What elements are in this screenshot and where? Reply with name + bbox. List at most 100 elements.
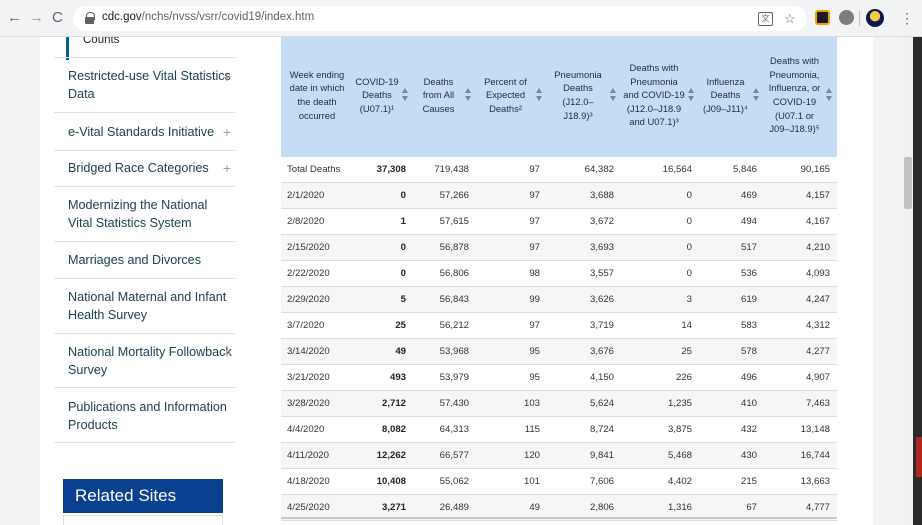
table-cell: 4,312 — [764, 312, 837, 340]
table-cell: 4,402 — [621, 468, 699, 495]
sort-icon[interactable] — [688, 88, 695, 102]
column-header-influenza[interactable]: Influenza Deaths (J09–J11)⁴ — [699, 37, 764, 157]
table-cell: 3,875 — [621, 416, 699, 443]
table-cell: 494 — [699, 208, 764, 236]
table-cell: 57,430 — [413, 390, 476, 417]
table-cell: 4/18/2020 — [281, 468, 353, 495]
sidebar-item-publications[interactable]: Publications and Information Products — [54, 387, 235, 443]
browser-toolbar: ← → C cdc.gov/nchs/nvss/vsrr/covid19/ind… — [0, 0, 922, 37]
kebab-menu-icon[interactable]: ⋮ — [900, 10, 914, 26]
table-cell: 3,271 — [353, 494, 413, 521]
table-cell: 53,979 — [413, 364, 476, 391]
lock-icon[interactable] — [85, 12, 95, 24]
expand-plus-icon[interactable]: + — [222, 345, 231, 361]
scrollbar-track[interactable] — [903, 37, 913, 525]
table-cell: 57,615 — [413, 208, 476, 236]
forward-arrow-icon[interactable]: → — [29, 9, 44, 26]
extension-icon[interactable] — [839, 10, 854, 25]
sort-icon[interactable] — [826, 88, 833, 102]
table-cell: 25 — [621, 338, 699, 365]
expand-plus-icon[interactable]: + — [222, 124, 231, 140]
table-row: 4/11/2020 12,262 66,577 120 9,841 5,468 430 16,… — [281, 442, 837, 469]
sidebar-item-label: Restricted-use Vital Statistics Data — [68, 69, 231, 101]
column-header-label: Deaths with Pneumonia and COVID-19 (J12.… — [623, 62, 685, 128]
table-cell: 90,165 — [764, 157, 837, 184]
extension-icon[interactable] — [815, 10, 830, 25]
scrollbar-thumb[interactable] — [904, 157, 912, 209]
sidebar-item-label: Publications and Information Products — [68, 400, 227, 432]
table-cell: Total Deaths — [281, 157, 353, 184]
reload-icon[interactable]: C — [52, 9, 63, 26]
table-cell: 56,806 — [413, 260, 476, 288]
table-cell: 55,062 — [413, 468, 476, 495]
sidebar-item-counts[interactable]: Counts — [66, 37, 235, 60]
table-cell: 2/8/2020 — [281, 208, 353, 236]
table-cell: 4/11/2020 — [281, 442, 353, 469]
column-header-pic-combined[interactable]: Deaths with Pneumonia, Influenza, or COV… — [764, 37, 837, 157]
expand-plus-icon[interactable]: + — [222, 69, 231, 85]
sidebar-item-marriages-divorces[interactable]: Marriages and Divorces — [54, 241, 235, 278]
column-header-percent-expected[interactable]: Percent of Expected Deaths² — [476, 37, 547, 157]
sidebar-item-restricted-use-data[interactable]: Restricted-use Vital Statistics Data + — [54, 57, 235, 112]
sidebar-item-evital-standards[interactable]: e-Vital Standards Initiative + — [54, 112, 235, 150]
table-cell: 3/21/2020 — [281, 364, 353, 391]
sidebar-item-label: National Maternal and Infant Health Surv… — [68, 290, 227, 322]
sidebar-item-bridged-race[interactable]: Bridged Race Categories + — [54, 150, 235, 186]
table-cell: 26,489 — [413, 494, 476, 521]
table-cell: 2/29/2020 — [281, 286, 353, 314]
table-cell: 25 — [353, 312, 413, 340]
column-header-label: Week ending date in which the death occu… — [289, 68, 345, 121]
sidebar-item-maternal-infant-survey[interactable]: National Maternal and Infant Health Surv… — [54, 278, 235, 333]
sort-icon[interactable] — [536, 88, 543, 102]
table-cell: 5,846 — [699, 157, 764, 184]
table-total-row: Total Deaths 37,308 719,438 97 64,382 16,564 5… — [281, 157, 837, 184]
column-header-label: Deaths with Pneumonia, Influenza, or COV… — [768, 55, 821, 135]
sidebar-item-mortality-followback[interactable]: National Mortality Followback Survey + — [54, 333, 235, 387]
sidebar-item-modernizing-nvss[interactable]: Modernizing the National Vital Statistic… — [54, 186, 235, 241]
table-cell: 578 — [699, 338, 764, 365]
table-cell: 56,878 — [413, 234, 476, 262]
bookmark-star-icon[interactable]: ☆ — [784, 11, 796, 26]
table-cell: 4,907 — [764, 364, 837, 391]
table-cell: 53,968 — [413, 338, 476, 365]
sort-icon[interactable] — [465, 88, 472, 102]
table-cell: 120 — [476, 442, 547, 469]
table-cell: 57,266 — [413, 182, 476, 210]
url-text[interactable]: cdc.gov/nchs/nvss/vsrr/covid19/index.htm — [102, 11, 314, 23]
url-host: cdc.gov — [102, 11, 142, 23]
table-cell: 2,806 — [547, 494, 621, 521]
table-cell: 4/25/2020 — [281, 494, 353, 521]
address-bar[interactable]: cdc.gov/nchs/nvss/vsrr/covid19/index.htm… — [73, 6, 807, 31]
expand-plus-icon[interactable]: + — [222, 160, 231, 176]
sort-icon[interactable] — [402, 88, 409, 102]
back-arrow-icon[interactable]: ← — [7, 9, 22, 26]
table-row: 4/4/2020 8,082 64,313 115 8,724 3,875 432 13,14… — [281, 416, 837, 443]
column-header-label: Deaths from All Causes — [422, 75, 455, 114]
table-cell: 56,212 — [413, 312, 476, 340]
column-header-all-causes[interactable]: Deaths from All Causes — [413, 37, 476, 157]
table-cell: 97 — [476, 312, 547, 340]
column-header-pneumonia[interactable]: Pneumonia Deaths (J12.0–J18.9)³ — [547, 37, 621, 157]
sort-icon[interactable] — [753, 88, 760, 102]
profile-avatar[interactable] — [866, 9, 884, 27]
table-cell: 719,438 — [413, 157, 476, 184]
table-cell: 0 — [353, 260, 413, 288]
table-cell: 410 — [699, 390, 764, 417]
table-cell: 64,313 — [413, 416, 476, 443]
table-cell: 1,235 — [621, 390, 699, 417]
table-cell: 430 — [699, 442, 764, 469]
column-header-pneumonia-covid[interactable]: Deaths with Pneumonia and COVID-19 (J12.… — [621, 37, 699, 157]
table-cell: 98 — [476, 260, 547, 288]
table-cell: 0 — [353, 234, 413, 262]
table-cell: 0 — [621, 260, 699, 288]
column-header-week-ending[interactable]: Week ending date in which the death occu… — [281, 37, 353, 157]
column-header-covid-deaths[interactable]: COVID-19 Deaths (U07.1)¹ — [353, 37, 413, 157]
table-cell: 432 — [699, 416, 764, 443]
sidebar-nav: Counts Restricted-use Vital Statistics D… — [54, 37, 235, 525]
related-sites-panel — [63, 515, 223, 525]
related-sites-heading: Related Sites — [63, 479, 223, 513]
sort-icon[interactable] — [610, 88, 617, 102]
translate-icon[interactable]: 文 — [758, 12, 773, 26]
table-cell: 3/14/2020 — [281, 338, 353, 365]
table-cell: 0 — [621, 234, 699, 262]
